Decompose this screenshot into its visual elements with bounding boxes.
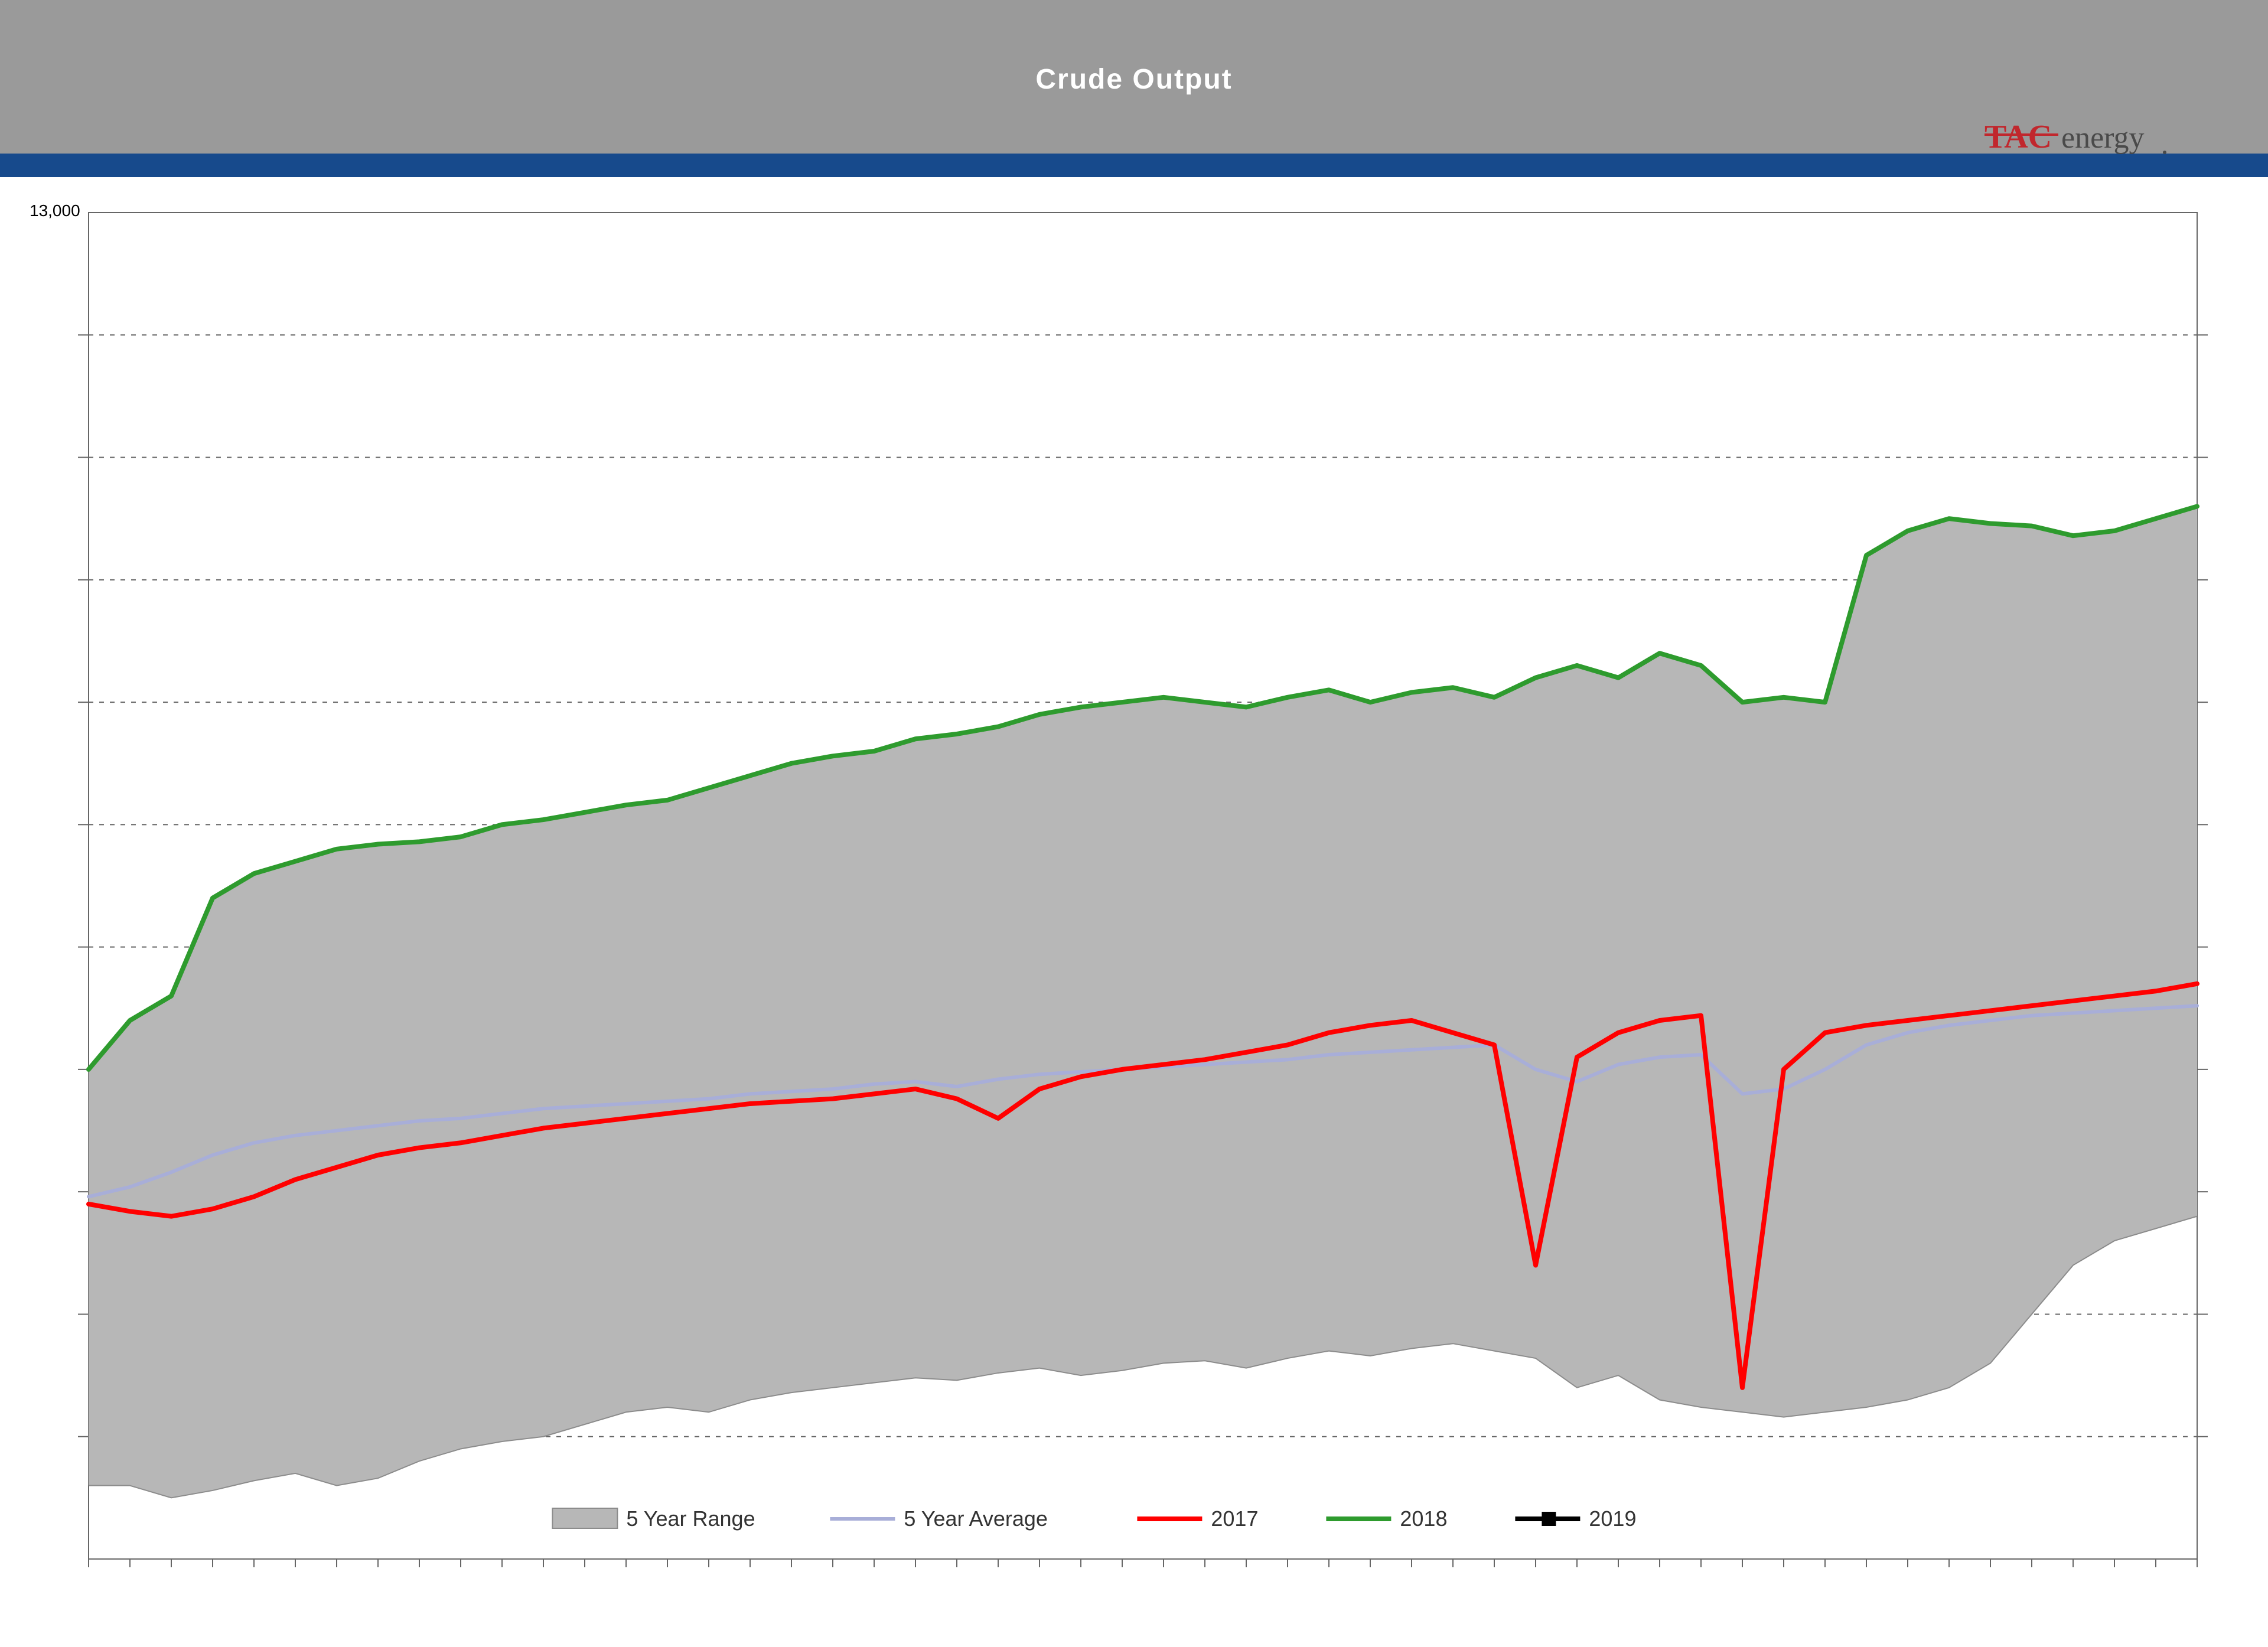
legend-swatch-2019-marker — [1542, 1512, 1556, 1526]
legend-label-5yravg: 5 Year Average — [904, 1506, 1048, 1531]
title-underline — [0, 154, 2268, 177]
chart-title: Crude Output — [1035, 64, 1232, 95]
legend-label-2018: 2018 — [1400, 1506, 1447, 1531]
five-year-range-area — [89, 506, 2197, 1498]
chart-svg: Crude OutputTACenergy13,0005 Year Range5… — [0, 0, 2268, 1647]
brand-logo: TAC energy — [1984, 119, 2166, 155]
legend-swatch-range — [552, 1508, 617, 1528]
brand-tac: TAC — [1984, 119, 2052, 155]
legend: 5 Year Range 5 Year Average 2017 2018 2019 — [552, 1506, 1636, 1531]
legend-label-2017: 2017 — [1211, 1506, 1258, 1531]
legend-label-range: 5 Year Range — [626, 1506, 755, 1531]
legend-label-2019: 2019 — [1589, 1506, 1636, 1531]
brand-energy: energy — [2061, 121, 2145, 155]
brand-dot — [2163, 151, 2166, 154]
chart-container: Crude OutputTACenergy13,0005 Year Range5… — [0, 0, 2268, 1647]
y-top-label: 13,000 — [30, 201, 80, 220]
